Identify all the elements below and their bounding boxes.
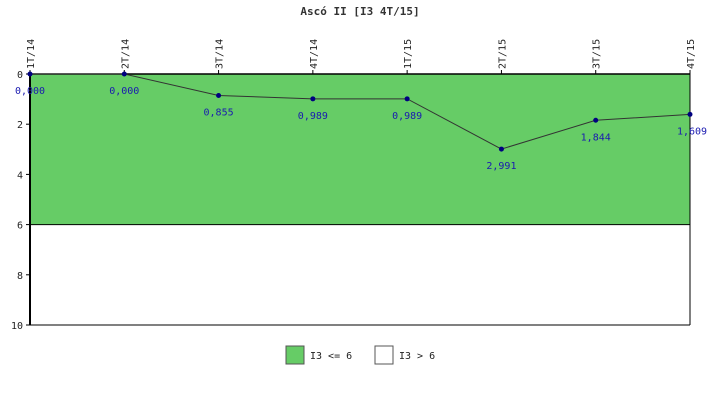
data-label: 0,000	[15, 86, 45, 97]
x-tick-label: 3T/14	[215, 39, 226, 69]
series-line	[30, 73, 691, 150]
data-point	[498, 146, 504, 152]
data-point	[27, 71, 33, 77]
data-point	[687, 111, 693, 117]
legend-item-1: I3 > 6	[374, 345, 435, 365]
data-point	[404, 96, 410, 102]
x-tick-label: 4T/14	[309, 39, 320, 69]
data-label: 0,855	[204, 107, 234, 118]
legend-label: I3 > 6	[399, 351, 435, 362]
data-label: 0,989	[298, 111, 328, 122]
x-tick-label: 4T/15	[686, 39, 697, 69]
data-point	[310, 96, 316, 102]
x-tick-label: 3T/15	[592, 39, 603, 69]
legend-label: I3 <= 6	[310, 351, 352, 362]
legend-swatch	[285, 345, 305, 365]
y-tick-label: 8	[17, 271, 23, 282]
series-layer: 0,000 0,000 0,855 0,989 0,989 2,991 1,844 1,609	[15, 71, 707, 172]
y-tick-label: 10	[11, 321, 23, 332]
data-label: 0,989	[392, 111, 422, 122]
data-label: 2,991	[486, 161, 516, 172]
band-1	[30, 224, 690, 325]
y-tick-label: 6	[17, 221, 23, 232]
bands-layer	[30, 74, 690, 325]
x-tick-label: 1T/15	[403, 39, 414, 69]
data-label: 0,000	[109, 86, 139, 97]
chart-title: Ascó II [I3 4T/15]	[300, 5, 419, 18]
data-point	[593, 117, 599, 123]
legend-item-0: I3 <= 6	[285, 345, 352, 365]
y-tick-label: 2	[17, 120, 23, 131]
x-tick-label: 2T/14	[120, 39, 131, 69]
data-label: 1,609	[677, 126, 707, 137]
y-tick-label: 0	[17, 70, 23, 81]
data-label: 1,844	[581, 132, 611, 143]
data-point	[121, 71, 127, 77]
legend: I3 <= 6 I3 > 6	[285, 345, 435, 365]
y-tick-label: 4	[17, 170, 23, 181]
legend-swatch	[374, 345, 394, 365]
x-tick-label: 2T/15	[497, 39, 508, 69]
data-point	[216, 92, 222, 98]
x-tick-label: 1T/14	[26, 39, 37, 69]
